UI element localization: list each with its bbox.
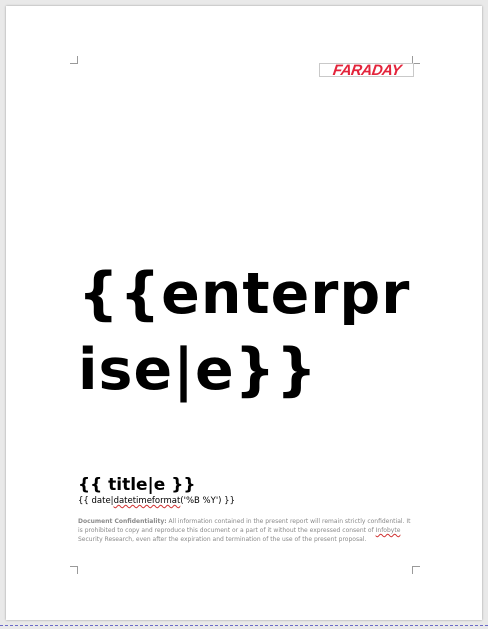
- page-break-line: [0, 625, 488, 626]
- confidentiality-text-before: All information contained in the present…: [78, 518, 411, 535]
- confidentiality-text-after: Security Research, even after the expira…: [78, 536, 367, 544]
- margin-marker-top-left: [70, 56, 78, 64]
- faraday-logo[interactable]: FARADAY: [319, 63, 414, 77]
- date-suffix: ('%B %Y') }}: [180, 496, 235, 506]
- margin-marker-top-right: [412, 56, 420, 64]
- date-filter-misspelled: datetimeformat: [113, 496, 181, 506]
- confidentiality-label: Document Confidentiality:: [78, 518, 167, 525]
- title-placeholder[interactable]: {{ title|e }}: [78, 475, 196, 495]
- margin-marker-bottom-right: [412, 566, 420, 574]
- date-prefix: {{ date|: [78, 496, 114, 506]
- company-name-misspelled: Infobyte: [375, 527, 401, 535]
- logo-text: FARADAY: [331, 63, 402, 77]
- document-page: FARADAY {{enterprise|e}} {{ title|e }} {…: [6, 6, 482, 620]
- confidentiality-notice[interactable]: Document Confidentiality: All informatio…: [78, 517, 414, 545]
- enterprise-placeholder[interactable]: {{enterprise|e}}: [78, 261, 411, 403]
- margin-marker-bottom-left: [70, 566, 78, 574]
- date-placeholder[interactable]: {{ date|datetimeformat('%B %Y') }}: [78, 495, 235, 507]
